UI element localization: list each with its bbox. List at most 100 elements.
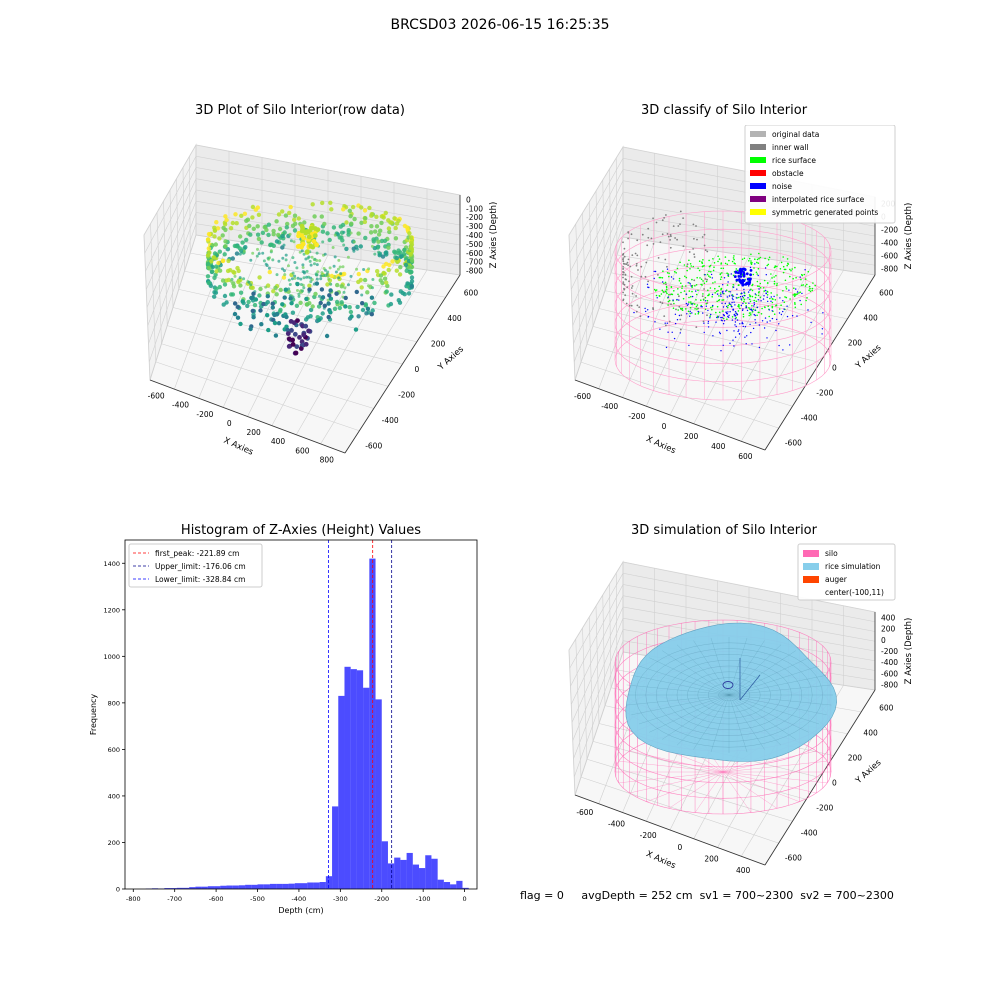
data-point	[407, 231, 412, 236]
rice-surface-point	[767, 305, 769, 307]
rice-surface-point	[689, 263, 692, 265]
rice-surface-point	[705, 280, 708, 283]
rice-surface-point	[775, 304, 778, 306]
noise-point	[738, 279, 742, 283]
data-point	[328, 310, 333, 315]
rice-surface-point	[792, 277, 794, 280]
rice-surface-point	[697, 312, 700, 315]
rice-surface-point	[688, 296, 690, 299]
rice-surface-point	[812, 282, 814, 284]
inner-wall-point	[623, 247, 626, 250]
noise-point	[724, 302, 726, 305]
inner-wall-point	[622, 276, 624, 279]
data-point	[318, 300, 323, 306]
data-point	[215, 226, 221, 231]
inner-wall-point	[626, 261, 629, 264]
rice-surface-point	[774, 265, 777, 267]
data-point	[212, 290, 217, 295]
x-tick-label: -200	[640, 831, 657, 840]
data-point	[352, 249, 356, 253]
data-point	[406, 291, 412, 296]
noise-point	[722, 314, 725, 316]
noise-point	[687, 303, 689, 305]
noise-point	[733, 301, 735, 303]
inner-wall-point	[696, 238, 698, 241]
noise-point	[729, 311, 731, 313]
noise-point	[730, 273, 732, 275]
data-point	[246, 299, 251, 305]
data-point	[238, 234, 243, 239]
rice-surface-point	[708, 275, 710, 277]
rice-surface-point	[689, 268, 691, 270]
data-point	[274, 292, 279, 297]
inner-wall-point	[702, 320, 705, 323]
data-point	[282, 295, 287, 300]
data-point	[238, 321, 243, 327]
noise-point	[736, 319, 739, 321]
rice-surface-point	[718, 311, 721, 314]
data-point	[275, 311, 280, 317]
rice-surface-point	[685, 308, 687, 310]
data-point	[295, 318, 300, 323]
noise-point	[733, 275, 737, 278]
data-point	[329, 273, 334, 279]
inner-wall-point	[639, 315, 642, 318]
noise-point	[786, 305, 788, 307]
rice-surface-point	[673, 290, 675, 292]
rice-surface-point	[666, 272, 669, 274]
rice-surface-point	[701, 262, 704, 264]
noise-point	[719, 332, 721, 335]
data-point	[341, 207, 346, 212]
data-point	[316, 304, 322, 309]
noise-point	[776, 318, 778, 321]
data-point	[206, 280, 211, 286]
y-tick-label: -400	[801, 414, 818, 423]
noise-point	[647, 286, 649, 288]
inner-wall-point	[682, 217, 684, 219]
data-point	[322, 267, 326, 270]
legend-swatch	[750, 144, 766, 150]
histogram-bar	[425, 855, 432, 889]
data-point	[214, 269, 219, 274]
noise-point	[722, 284, 724, 286]
inner-wall-point	[679, 318, 682, 321]
rice-surface-point	[756, 258, 759, 261]
rice-surface-point	[789, 298, 791, 300]
rice-surface-point	[662, 270, 664, 272]
rice-surface-point	[720, 276, 723, 278]
y-tick-label: 0	[415, 365, 420, 374]
data-point	[334, 291, 339, 296]
inner-wall-point	[669, 239, 671, 241]
rice-surface-point	[728, 303, 731, 306]
data-point	[315, 251, 319, 255]
noise-point	[717, 316, 720, 318]
data-point	[298, 346, 304, 351]
data-point	[212, 275, 217, 280]
noise-point	[734, 336, 737, 338]
noise-point	[761, 320, 764, 322]
inner-wall-point	[706, 314, 708, 317]
legend-swatch	[750, 209, 766, 215]
rice-surface-point	[742, 313, 745, 316]
data-point	[262, 259, 266, 263]
noise-point	[821, 328, 824, 330]
noise-point	[799, 299, 801, 302]
data-point	[274, 239, 280, 244]
rice-surface-point	[665, 286, 668, 289]
rice-surface-point	[726, 263, 729, 266]
data-point	[256, 247, 259, 251]
inner-wall-point	[647, 227, 650, 230]
rice-surface-point	[720, 262, 723, 264]
data-point	[364, 311, 369, 316]
data-point	[409, 246, 414, 251]
rice-surface-point	[774, 299, 777, 301]
rice-surface-point	[748, 294, 751, 296]
noise-point	[720, 294, 722, 296]
data-point	[257, 252, 261, 256]
data-point	[292, 213, 298, 218]
noise-point	[744, 336, 746, 338]
data-point	[405, 281, 410, 286]
noise-point	[788, 289, 790, 291]
noise-point	[746, 335, 748, 337]
grid-line	[295, 264, 395, 435]
